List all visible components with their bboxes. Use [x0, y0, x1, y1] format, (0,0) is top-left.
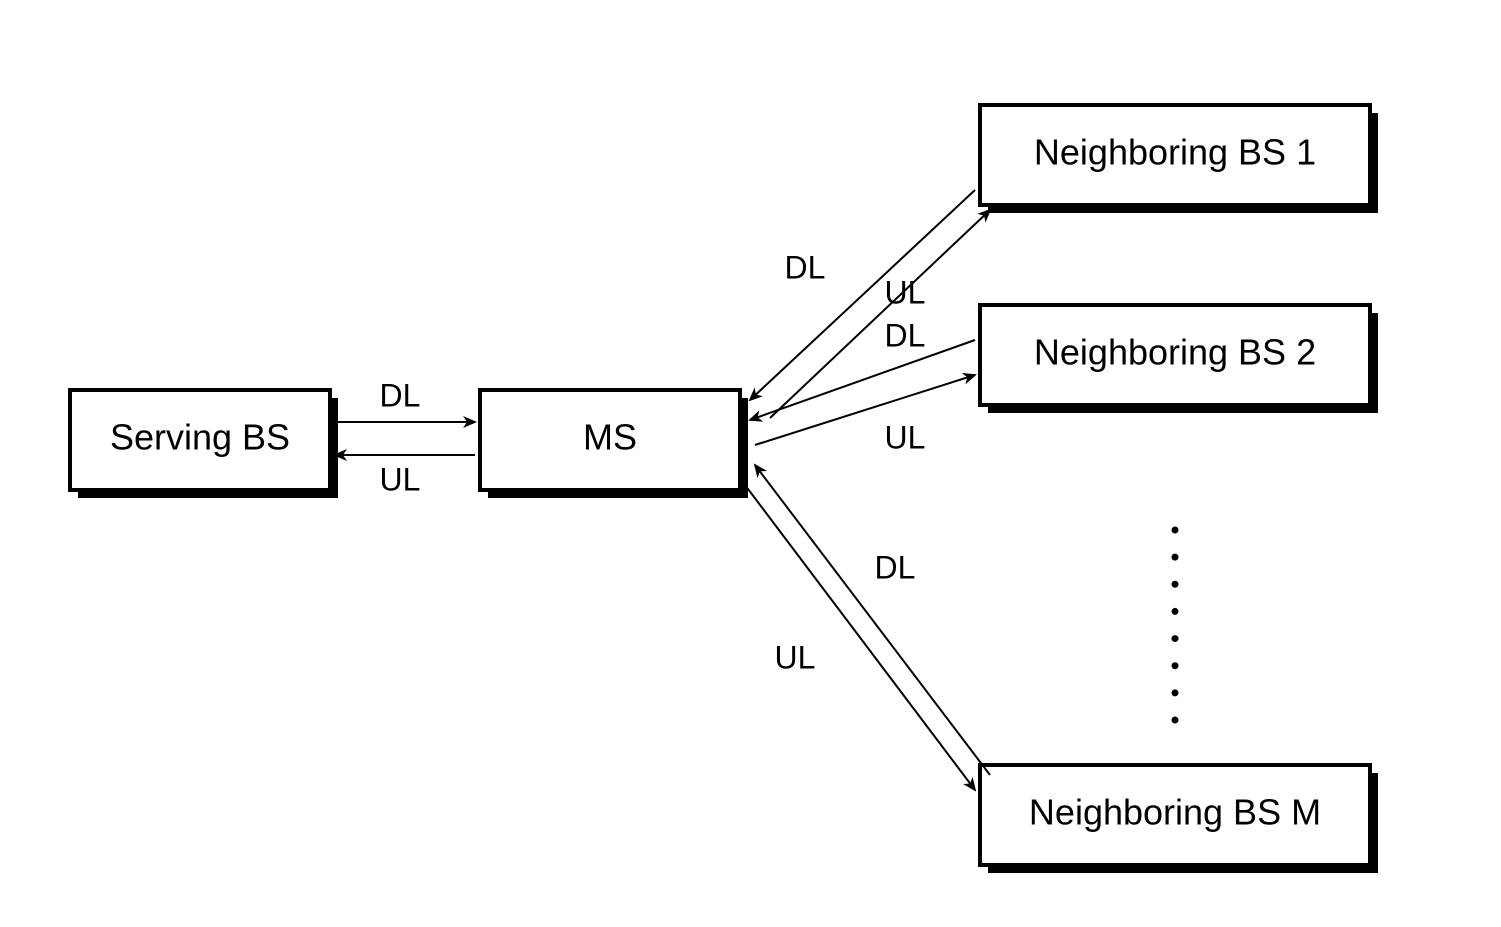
- ellipsis-dot: [1172, 581, 1179, 588]
- node-ms-label: MS: [583, 417, 637, 458]
- ellipsis-dot: [1172, 635, 1179, 642]
- ellipsis-dot: [1172, 527, 1179, 534]
- edge-ms_nb1-dl-label: DL: [785, 249, 826, 285]
- edge-ms_nb1-dl: [750, 190, 975, 400]
- node-nb2-label: Neighboring BS 2: [1034, 332, 1316, 373]
- diagram-canvas: Serving BS MS Neighboring BS 1 Neighboring …: [0, 0, 1501, 927]
- edge-ms_nbm-dl: [755, 465, 990, 775]
- ellipsis-dot: [1172, 662, 1179, 669]
- edge-serv_ms-ul-label: UL: [380, 461, 421, 497]
- edge-ms_nbm-dl-label: DL: [875, 549, 916, 585]
- edge-ms_nbm-ul: [745, 485, 975, 790]
- node-nb1-label: Neighboring BS 1: [1034, 132, 1316, 173]
- edge-ms_nb2-dl: [750, 340, 975, 420]
- node-nbm-label: Neighboring BS M: [1029, 792, 1321, 833]
- ellipsis-dot: [1172, 608, 1179, 615]
- edge-ms_nb1-ul: [770, 210, 990, 418]
- edge-ms_nb2-dl-label: DL: [885, 317, 926, 353]
- edge-ms_nb1-ul-label: UL: [885, 274, 926, 310]
- node-serving-label: Serving BS: [110, 417, 290, 458]
- ellipsis-dot: [1172, 689, 1179, 696]
- edge-serv_ms-dl-label: DL: [380, 377, 421, 413]
- ellipsis-dot: [1172, 717, 1179, 724]
- edge-ms_nb2-ul-label: UL: [885, 419, 926, 455]
- ellipsis-dot: [1172, 554, 1179, 561]
- edge-ms_nbm-ul-label: UL: [775, 639, 816, 675]
- edge-ms_nb2-ul: [755, 375, 975, 445]
